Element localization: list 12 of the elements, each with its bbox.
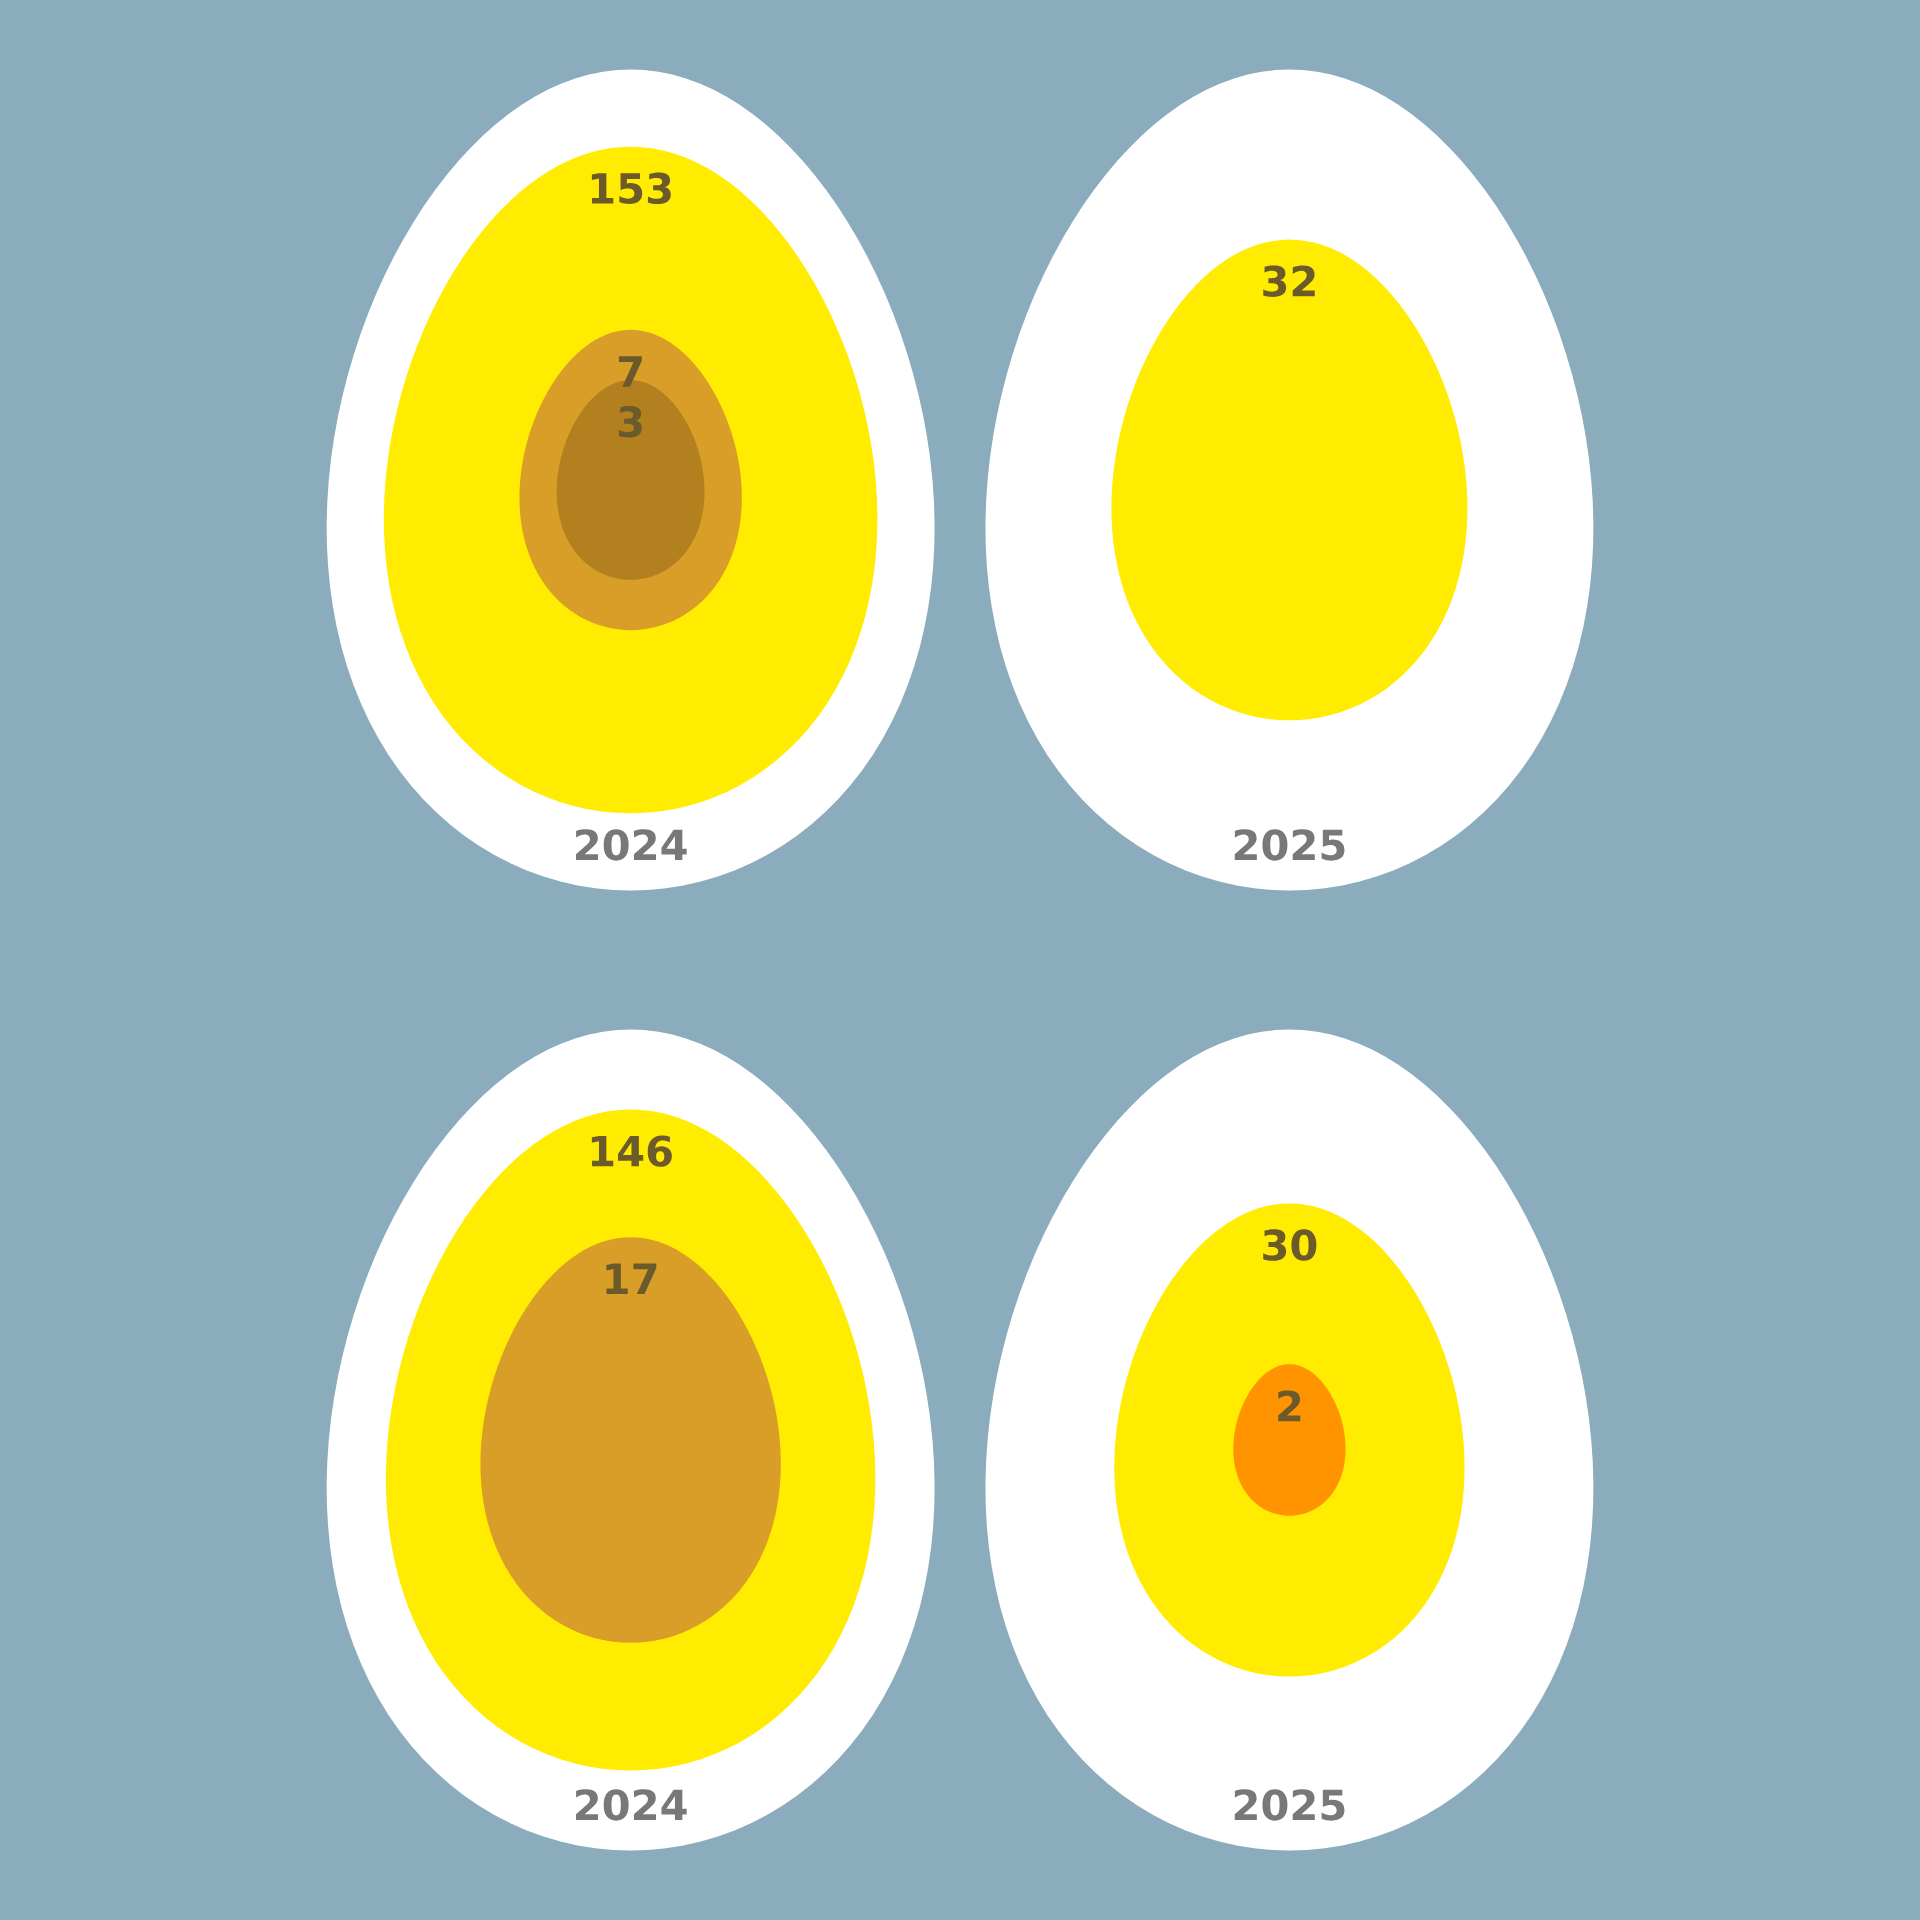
data-label: 32 <box>1263 265 1315 297</box>
category-label: 2025 <box>1234 1789 1345 1821</box>
data-label: 3 <box>618 406 642 438</box>
data-label: 146 <box>591 1135 672 1167</box>
data-label: 2 <box>1278 1390 1301 1422</box>
data-label: 153 <box>591 172 671 205</box>
data-label: 7 <box>618 356 642 387</box>
category-label: 2025 <box>1234 829 1345 861</box>
data-label: 30 <box>1263 1229 1317 1261</box>
data-label: 17 <box>606 1263 657 1294</box>
category-label: 2024 <box>575 829 687 861</box>
category-label: 2024 <box>575 1789 687 1821</box>
